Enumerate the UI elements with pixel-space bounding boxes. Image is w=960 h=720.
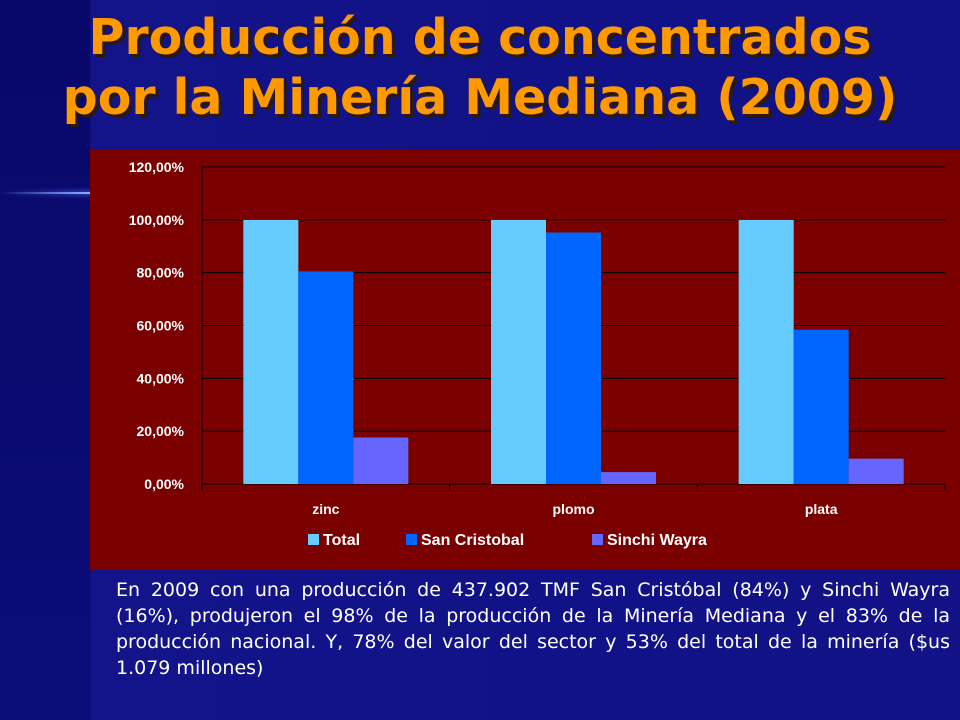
legend-label: Total <box>323 532 360 549</box>
bar-plata-san-cristobal <box>793 329 849 484</box>
bar-chart: 0,00% 20,00% 40,00% 60,00% 80,00% 100,00% 120,… <box>129 159 946 549</box>
bar-plata-sinchi-wayra <box>848 458 904 484</box>
y-tick-label: 120,00% <box>129 159 185 175</box>
bar-plomo-sinchi-wayra <box>601 472 656 484</box>
y-tick-label: 0,00% <box>144 476 184 492</box>
decorative-line <box>0 192 92 194</box>
bar-plata-total <box>738 219 794 484</box>
title-line-1: Producción de concentrados <box>88 9 872 66</box>
bar-plomo-san-cristobal <box>546 232 601 484</box>
y-tick-label: 20,00% <box>137 423 185 439</box>
caption-text: En 2009 con una producción de 437.902 TM… <box>116 579 950 679</box>
x-tick-label: plata <box>805 501 838 517</box>
chart-panel: 0,00% 20,00% 40,00% 60,00% 80,00% 100,00% 120,… <box>90 150 960 570</box>
legend-swatch <box>592 534 603 545</box>
x-tick-label: plomo <box>553 501 595 517</box>
legend-swatch <box>308 534 319 545</box>
title-line-2: por la Minería Mediana (2009) <box>62 69 898 126</box>
legend-label: San Cristobal <box>421 532 524 549</box>
y-tick-label: 80,00% <box>137 265 185 281</box>
y-tick-label: 60,00% <box>137 318 185 334</box>
legend-swatch <box>406 534 417 545</box>
left-band <box>0 0 90 720</box>
y-tick-label: 100,00% <box>129 212 185 228</box>
bar-zinc-total <box>243 219 299 484</box>
bar-zinc-sinchi-wayra <box>353 437 409 484</box>
slide-title: Producción de concentrados por la Minerí… <box>0 8 960 128</box>
bar-plomo-total <box>491 219 546 484</box>
bar-zinc-san-cristobal <box>298 271 354 484</box>
y-tick-label: 40,00% <box>137 370 185 386</box>
legend-label: Sinchi Wayra <box>607 532 707 549</box>
x-tick-label: zinc <box>312 501 339 517</box>
